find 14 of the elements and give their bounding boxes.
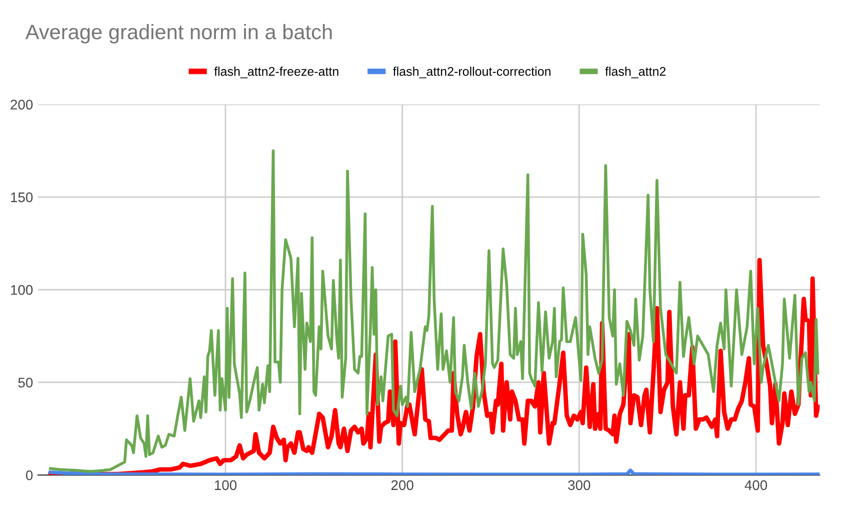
- y-tick-label: 200: [10, 100, 33, 110]
- y-tick-label: 0: [26, 470, 33, 480]
- legend-label: flash_attn2: [605, 66, 666, 78]
- legend-label: flash_attn2-freeze-attn: [214, 66, 338, 78]
- x-tick-label: 100: [214, 480, 237, 490]
- chart-title: Average gradient norm in a batch: [25, 24, 332, 44]
- line-series: [49, 149, 820, 473]
- x-tick-label: 200: [391, 480, 414, 490]
- y-tick-label: 100: [11, 285, 33, 295]
- y-tick-label: 150: [11, 192, 33, 202]
- y-tick-label: 50: [18, 378, 33, 388]
- x-tick-label: 400: [744, 480, 768, 490]
- legend-label: flash_attn2-rollout-correction: [393, 66, 550, 78]
- x-tick-label: 300: [568, 480, 590, 490]
